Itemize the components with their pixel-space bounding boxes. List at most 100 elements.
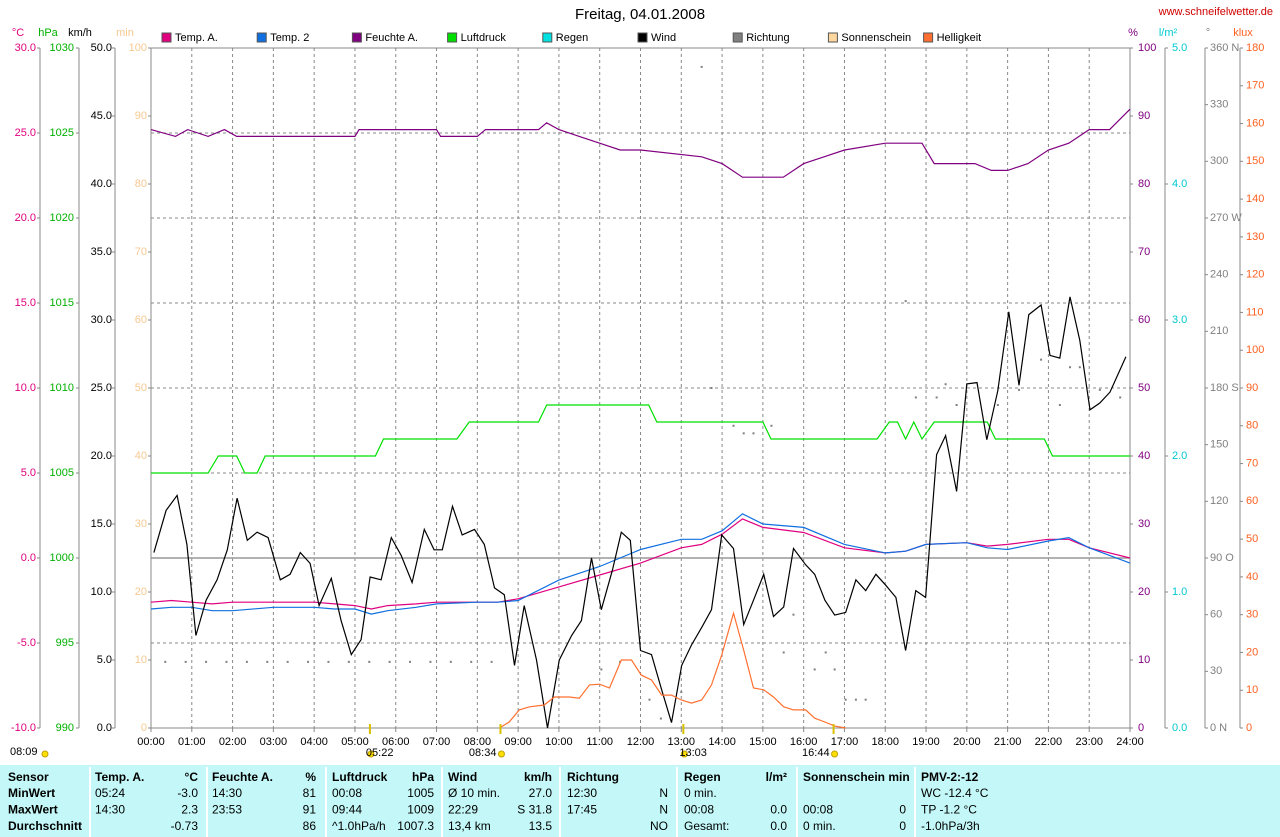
x-tick-label: 00:00 [137,736,165,748]
table-header: Regen [684,770,721,784]
data-dot [205,660,208,663]
legend-label: Luftdruck [461,32,507,44]
y-tick-label: 240 [1210,269,1228,281]
sun-icon [41,750,49,758]
table-cell: 00:08 [803,803,833,817]
y-tick-label: 70 [1246,457,1258,469]
x-tick-label: 15:00 [749,736,777,748]
y-tick-label: 10 [1138,654,1150,666]
row-label: MaxWert [8,803,58,817]
y-tick-label: 20.0 [15,212,36,224]
y-tick-label: 40.0 [91,178,112,190]
y-tick-label: 90 [1138,110,1150,122]
data-dot [1018,388,1021,391]
table-header: Sensor [8,770,49,784]
y-tick-label: 170 [1246,80,1264,92]
legend-swatch [351,32,362,43]
series-line [153,296,1127,729]
axis-unit: km/h [68,27,92,39]
data-dot [710,387,713,389]
y-tick-label: 60 [1138,314,1150,326]
table-cell: 0 [899,819,906,833]
data-dot [752,432,755,435]
table-cell: 12:30 [567,786,597,800]
y-tick-label: 25.0 [91,382,112,394]
x-tick-label: 13:00 [668,736,696,748]
axis-unit: °C [12,27,24,39]
table-cell: 00:08 [684,803,714,817]
data-dot [732,424,735,427]
table-header: Wind [448,770,477,784]
table-cell: -0.73 [171,819,199,833]
table-cell: 0 [899,803,906,817]
data-dot [327,660,330,663]
x-tick-label: 01:00 [178,736,206,748]
x-tick-label: 14:00 [708,736,736,748]
y-tick-label: 20.0 [91,450,112,462]
data-dot [824,651,827,654]
y-tick-label: 110 [1246,306,1264,318]
table-cell: 0.0 [770,803,787,817]
marker-label: 13:03 [679,747,707,759]
table-cell: ^1.0hPa/h [332,819,386,833]
legend-swatch [923,32,934,43]
data-dot [935,396,938,399]
table-header: Sonnenschein min [803,770,910,784]
table-cell: 14:30 [95,803,125,817]
x-tick-label: 07:00 [423,736,451,748]
y-tick-label: 100 [1246,344,1264,356]
y-tick-label: 270 W [1210,212,1242,224]
y-tick-label: 30 [1138,518,1150,530]
data-dot [1119,396,1122,399]
y-tick-label: 40 [1246,571,1258,583]
x-tick-label: 20:00 [953,736,981,748]
y-tick-label: 50 [1246,533,1258,545]
y-tick-label: 30.0 [15,42,36,54]
x-tick-label: 06:00 [382,736,410,748]
y-tick-label: 50.0 [91,42,112,54]
y-tick-label: 0 [1138,722,1144,734]
table-cell: 1005 [407,786,434,800]
data-dot [648,698,651,701]
data-dot [1078,366,1081,369]
table-cell: 23:53 [212,803,242,817]
table-header: PMV-2:-12 [921,770,979,784]
y-tick-label: 40 [135,450,147,462]
y-tick-label: 25.0 [15,127,36,139]
table-cell: S 31.8 [517,803,552,817]
y-tick-label: -5.0 [17,637,36,649]
y-tick-label: 30 [1210,665,1222,677]
data-dot [409,660,412,663]
y-tick-label: 70 [1138,246,1150,258]
data-dot [782,651,785,654]
y-tick-label: 300 [1210,155,1228,167]
y-tick-label: 360 N [1210,42,1239,54]
data-dot [792,613,795,616]
legend-label: Sonnenschein [841,32,911,44]
data-dot [347,660,350,663]
y-tick-label: 0.0 [1172,722,1187,734]
y-tick-label: 30 [135,518,147,530]
data-dot [449,660,452,663]
table-header: °C [185,770,199,784]
legend-swatch [542,32,553,43]
x-tick-label: 05:00 [341,736,369,748]
y-tick-label: 120 [1210,495,1228,507]
y-tick-label: 60 [135,314,147,326]
data-dot [184,660,187,663]
data-dot [680,691,683,694]
table-cell: 13.5 [529,819,553,833]
y-tick-label: 160 [1246,117,1264,129]
y-tick-label: 60 [1246,495,1258,507]
legend-swatch [827,32,838,43]
x-tick-label: 18:00 [871,736,899,748]
legend-swatch [447,32,458,43]
sun-icon [367,750,375,758]
data-dot [388,660,391,663]
y-tick-label: 80 [1246,420,1258,432]
data-dot [286,660,289,663]
legend-swatch [637,32,648,43]
table-cell: 13,4 km [448,819,491,833]
y-tick-label: 5.0 [1172,42,1187,54]
legend-swatch [161,32,172,43]
